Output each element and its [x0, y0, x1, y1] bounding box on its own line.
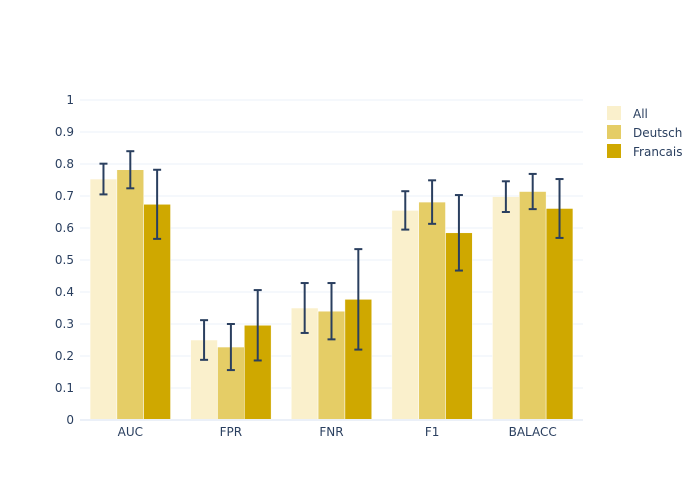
legend[interactable]: All Deutsch Francais — [607, 106, 682, 159]
bar-deutsch-balacc — [519, 191, 547, 421]
legend-label: Francais — [633, 145, 682, 159]
bar-deutsch-auc — [116, 169, 144, 421]
y-tick-label: 1 — [66, 93, 74, 107]
y-tick-label: 0.2 — [55, 349, 74, 363]
y-tick-label: 0.1 — [55, 381, 74, 395]
bar-all-balacc — [492, 196, 520, 421]
x-tick-label: BALACC — [509, 425, 557, 439]
y-tick-label: 0.3 — [55, 317, 74, 331]
legend-item-deutsch[interactable]: Deutsch — [607, 125, 682, 140]
y-tick-label: 0.4 — [55, 285, 74, 299]
bar-francais-balacc — [545, 208, 574, 421]
legend-swatch — [607, 144, 621, 158]
x-tick-label: F1 — [425, 425, 440, 439]
bar-all-auc — [89, 178, 118, 421]
x-tick-label: AUC — [118, 425, 143, 439]
y-tick-label: 0.6 — [55, 221, 74, 235]
error-bars — [99, 150, 564, 372]
legend-label: All — [633, 107, 648, 121]
x-tick-label: FPR — [220, 425, 242, 439]
legend-item-francais[interactable]: Francais — [607, 144, 682, 159]
y-tick-label: 0.9 — [55, 125, 74, 139]
bar-deutsch-f1 — [418, 201, 446, 421]
y-tick-label: 0.5 — [55, 253, 74, 267]
x-tick-label: FNR — [319, 425, 343, 439]
legend-label: Deutsch — [633, 126, 682, 140]
y-tick-label: 0 — [66, 413, 74, 427]
bar-all-f1 — [391, 210, 419, 421]
legend-swatch — [607, 106, 621, 120]
y-tick-label: 0.8 — [55, 157, 74, 171]
legend-swatch — [607, 125, 621, 139]
axes: 0 0.1 0.2 0.3 0.4 0.5 0.6 0.7 0.8 0.9 1 AUC FPR FNR F1… — [55, 93, 583, 439]
y-tick-label: 0.7 — [55, 189, 74, 203]
legend-item-all[interactable]: All — [607, 106, 648, 121]
